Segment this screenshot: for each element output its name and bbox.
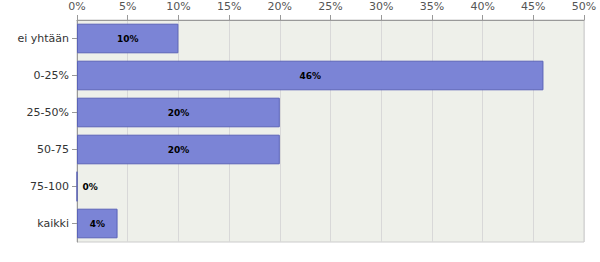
svg-text:20%: 20% (168, 108, 190, 118)
svg-text:10%: 10% (166, 0, 190, 13)
svg-text:45%: 45% (521, 0, 545, 13)
svg-text:25%: 25% (318, 0, 342, 13)
svg-text:20%: 20% (168, 145, 190, 155)
svg-text:kaikki: kaikki (37, 217, 69, 230)
svg-text:30%: 30% (369, 0, 393, 13)
svg-text:ei yhtään: ei yhtään (17, 32, 69, 45)
svg-text:46%: 46% (299, 71, 321, 81)
svg-text:25-50%: 25-50% (27, 106, 69, 119)
svg-text:4%: 4% (90, 219, 105, 229)
svg-text:5%: 5% (119, 0, 136, 13)
svg-text:35%: 35% (420, 0, 444, 13)
svg-text:10%: 10% (117, 34, 139, 44)
svg-text:40%: 40% (470, 0, 494, 13)
svg-text:15%: 15% (217, 0, 241, 13)
svg-text:50-75: 50-75 (37, 143, 69, 156)
svg-text:0%: 0% (83, 182, 98, 192)
svg-text:0%: 0% (68, 0, 85, 13)
svg-text:75-100: 75-100 (30, 180, 69, 193)
svg-text:50%: 50% (572, 0, 596, 13)
svg-text:20%: 20% (268, 0, 292, 13)
svg-text:0-25%: 0-25% (34, 69, 69, 82)
